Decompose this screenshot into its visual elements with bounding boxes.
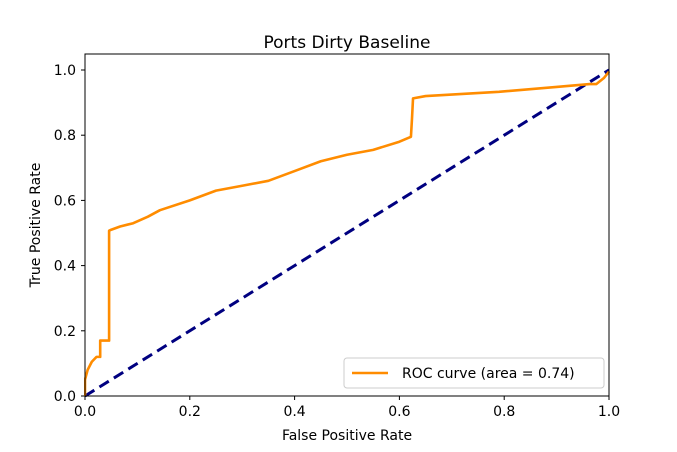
roc-curve-line [84,70,610,396]
x-tick-label: 0.2 [179,404,201,420]
x-tick-label: 0.0 [74,404,96,420]
y-tick-label: 0.2 [54,324,76,340]
y-axis-label: True Positive Rate [28,163,44,289]
legend-box [343,357,605,389]
y-tick-label: 0.6 [54,193,76,209]
legend-label: ROC curve (area = 0.74) [402,366,575,382]
chance-diagonal-line [84,68,610,397]
y-tick-label: 0.8 [54,128,76,144]
y-tick-label: 0.4 [54,259,76,275]
y-tick-label: 1.0 [54,63,76,79]
x-tick-label: 1.0 [598,404,620,420]
plot-frame [84,53,610,397]
x-tick-label: 0.6 [388,404,410,420]
y-tick-label: 0.0 [54,389,76,405]
x-tick-label: 0.8 [493,404,515,420]
legend: ROC curve (area = 0.74) [343,357,605,389]
x-tick-label: 0.4 [283,404,305,420]
chart-title: Ports Dirty Baseline [264,33,431,53]
x-axis-label: False Positive Rate [282,428,412,444]
